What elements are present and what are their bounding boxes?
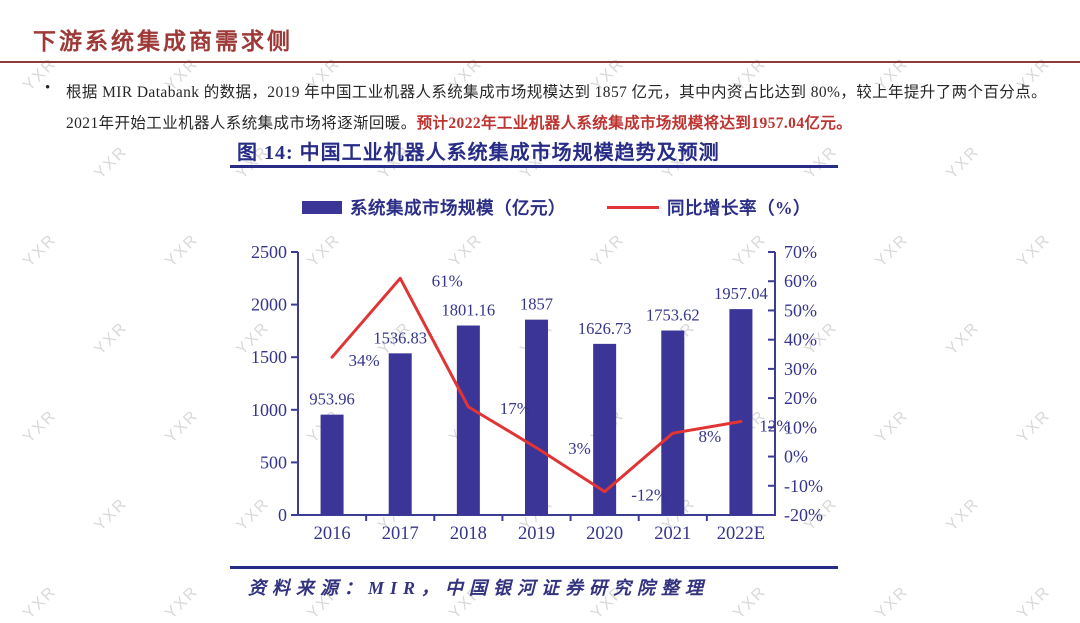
- growth-rate-point-label: 3%: [568, 439, 591, 458]
- growth-rate-point-label: 8%: [698, 427, 721, 446]
- growth-rate-point-label: 12%: [759, 416, 790, 435]
- x-axis-category-label: 2021: [654, 524, 691, 544]
- legend-item-growth-rate: 同比增长率（%）: [607, 195, 811, 219]
- left-axis-tick-label: 2000: [251, 295, 287, 315]
- right-axis-tick-label: 30%: [784, 359, 817, 379]
- right-axis-tick-label: 40%: [784, 330, 817, 350]
- bar-2016: [320, 414, 344, 515]
- bar-value-label: 1536.83: [373, 328, 427, 347]
- growth-rate-line: [330, 276, 743, 494]
- right-axis-tick-label: 20%: [784, 388, 817, 408]
- left-axis-tick-label: 500: [260, 452, 287, 472]
- x-axis-category-label: 2018: [450, 524, 487, 544]
- x-axis-category-label: 2017: [382, 524, 419, 544]
- legend-label-market-size: 系统集成市场规模（亿元）: [350, 197, 566, 218]
- right-axis-tick-label: 60%: [784, 271, 817, 291]
- market-chart-svg: 0 500 1000 1500 2000 2500 -20% -10% 0% 10% 20% 30% 4…: [251, 242, 823, 544]
- chart-legend: 系统集成市场规模（亿元） 同比增长率（%）: [230, 195, 838, 219]
- bullet-text-line-2: 2021年开始工业机器人系统集成市场将逐渐回暖。预计2022年工业机器人系统集成…: [66, 111, 1066, 133]
- report-slide: 下游系统集成商需求侧 • 根据 MIR Databank 的数据，2019 年中…: [0, 29, 1080, 598]
- legend-label-growth-rate: 同比增长率（%）: [667, 197, 811, 218]
- bar-series-swatch-icon: [302, 200, 342, 214]
- source-attribution: 资料来源：MIR，中国银河证券研究院整理: [248, 578, 710, 598]
- bar-2020: [593, 343, 617, 515]
- x-axis-category-label: 2020: [586, 524, 623, 544]
- header-divider: [0, 61, 1080, 63]
- right-axis-tick-label: -20%: [784, 505, 823, 525]
- bar-2021: [661, 330, 685, 515]
- figure-title-divider: [230, 165, 838, 168]
- line-series-swatch-icon: [607, 205, 659, 209]
- figure-bottom-divider: [230, 566, 838, 569]
- bar-value-label: 953.96: [309, 390, 354, 409]
- right-axis-tick-label: 10%: [784, 417, 817, 437]
- page-title: 下游系统集成商需求侧: [33, 29, 293, 54]
- bar-value-label: 1957.04: [714, 284, 768, 303]
- figure-title: 图 14: 中国工业机器人系统集成市场规模趋势及预测: [237, 142, 720, 164]
- right-axis-tick-label: -10%: [784, 476, 823, 496]
- bar-value-label: 1753.62: [646, 306, 700, 325]
- bar-value-label: 1801.16: [442, 301, 496, 320]
- left-axis-tick-label: 1500: [251, 347, 287, 367]
- left-axis-tick-label: 0: [278, 505, 287, 525]
- growth-rate-point-label: 34%: [348, 351, 379, 370]
- right-axis-tick-label: 50%: [784, 300, 817, 320]
- growth-rate-point-label: 61%: [432, 271, 463, 290]
- left-axis-tick-label: 1000: [251, 400, 287, 420]
- legend-item-market-size: 系统集成市场规模（亿元）: [302, 195, 566, 219]
- right-axis-tick-label: 0%: [784, 447, 808, 467]
- bullet-text-forecast-highlight: 预计2022年工业机器人系统集成市场规模将达到1957.04亿元。: [416, 115, 853, 132]
- right-axis-tick-label: 70%: [784, 242, 817, 262]
- bar-2022E: [729, 309, 753, 515]
- bar-2017: [388, 353, 412, 515]
- growth-rate-point-label: 17%: [500, 399, 531, 418]
- market-size-chart: 0 500 1000 1500 2000 2500 -20% -10% 0% 10% 20% 30% 4…: [230, 240, 850, 560]
- growth-rate-point-label: -12%: [631, 486, 668, 505]
- bar-2019: [525, 319, 548, 515]
- bullet-marker: •: [45, 80, 51, 96]
- bar-value-label: 1857: [520, 295, 553, 314]
- bar-value-label: 1626.73: [578, 319, 632, 338]
- left-axis-tick-label: 2500: [251, 242, 287, 262]
- bar-2018: [456, 325, 480, 515]
- bullet-text-line-1: 根据 MIR Databank 的数据，2019 年中国工业机器人系统集成市场规…: [66, 84, 1048, 101]
- bullet-text-line-2-normal: 2021年开始工业机器人系统集成市场将逐渐回暖。: [66, 115, 417, 132]
- x-axis-category-label: 2019: [518, 524, 555, 544]
- x-axis-category-label: 2016: [314, 524, 351, 544]
- x-axis-category-label: 2022E: [717, 524, 765, 544]
